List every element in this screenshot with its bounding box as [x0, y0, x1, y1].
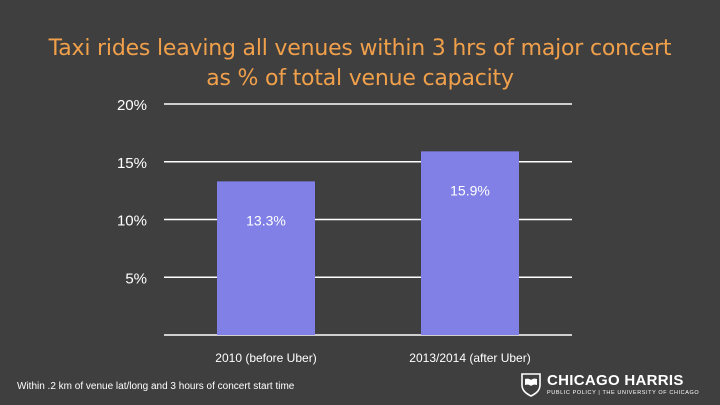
chart-title: Taxi rides leaving all venues within 3 h…: [48, 36, 672, 91]
chicago-harris-logo: CHICAGO HARRIS PUBLIC POLICY | THE UNIVE…: [521, 371, 701, 401]
y-tick-label: 20%: [117, 97, 147, 114]
x-tick-label: 2010 (before Uber): [215, 351, 316, 365]
data-label: 15.9%: [450, 182, 490, 198]
bar: [217, 181, 315, 335]
logo-subtitle: PUBLIC POLICY | THE UNIVERSITY OF CHICAG…: [547, 390, 700, 396]
university-shield-icon: [521, 373, 541, 397]
y-tick-label: 5%: [125, 270, 147, 287]
data-label: 13.3%: [246, 212, 286, 228]
bar: [421, 151, 519, 335]
x-tick-label: 2013/2014 (after Uber): [409, 351, 530, 365]
y-tick-label: 10%: [117, 213, 147, 230]
logo-name: CHICAGO HARRIS: [547, 372, 684, 389]
footnote: Within .2 km of venue lat/long and 3 hou…: [17, 381, 295, 392]
y-tick-label: 15%: [117, 155, 147, 172]
